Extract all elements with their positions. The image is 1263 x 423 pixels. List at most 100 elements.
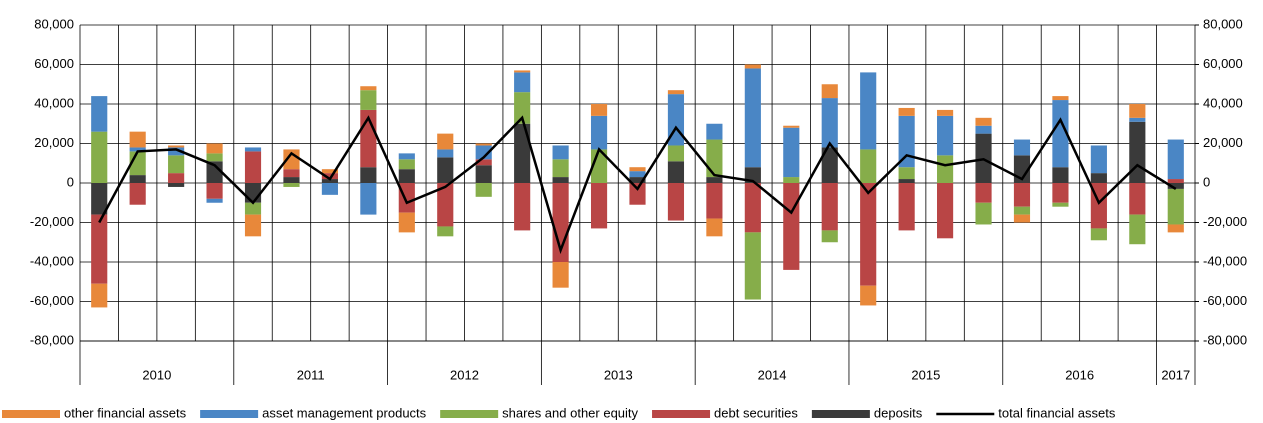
bar [590, 115, 608, 150]
legend-label: total financial assets [998, 405, 1116, 420]
bar [360, 167, 377, 183]
bar [475, 159, 492, 166]
bar [552, 159, 569, 178]
bar [975, 183, 992, 203]
bar [744, 167, 761, 183]
bar [783, 177, 800, 183]
bar [590, 104, 608, 116]
bar [667, 145, 685, 162]
legend-label: debt securities [714, 405, 798, 420]
bar [321, 183, 338, 195]
bar [321, 179, 338, 183]
bar [821, 98, 838, 148]
bar [937, 109, 954, 116]
bar [168, 145, 185, 148]
bar [552, 177, 569, 183]
bar [475, 183, 492, 197]
bar [706, 183, 723, 219]
bar [1090, 173, 1107, 183]
y2-tick-label: 40,000 [1203, 95, 1243, 110]
bar [821, 183, 838, 231]
bar [1013, 183, 1031, 207]
bar [244, 183, 262, 203]
x-tick-label: 2011 [297, 367, 325, 382]
y-tick-label: 60,000 [34, 56, 74, 71]
bar [937, 115, 954, 156]
y2-tick-label: -20,000 [1203, 214, 1247, 229]
bar [898, 107, 915, 116]
x-tick-label: 2012 [450, 367, 479, 382]
bar [706, 177, 723, 183]
legend-swatch [2, 410, 60, 418]
legend-swatch [811, 410, 870, 418]
line [98, 115, 1177, 255]
bar [437, 226, 454, 237]
bar [744, 183, 761, 233]
bar [1129, 183, 1146, 215]
y-tick-label: 20,000 [34, 135, 74, 150]
bar [1052, 202, 1069, 207]
bar [398, 183, 415, 213]
bar [629, 171, 646, 178]
bar [706, 218, 723, 237]
bar [1052, 167, 1069, 183]
y-tick-label: -20,000 [30, 214, 74, 229]
bar [1167, 183, 1184, 189]
bar [744, 64, 761, 69]
bar [206, 198, 223, 203]
bar [898, 167, 915, 180]
bar [437, 149, 454, 158]
legend-swatch [200, 410, 259, 418]
bar [898, 115, 915, 168]
bar [321, 169, 338, 174]
legend-swatch [440, 410, 499, 418]
legend-label: other financial assets [64, 405, 187, 420]
bar [206, 143, 223, 154]
bar [129, 147, 146, 152]
bar [244, 202, 262, 215]
bar [168, 173, 185, 183]
bar [629, 167, 646, 172]
bar [91, 183, 108, 215]
bar [1013, 139, 1031, 156]
bar [360, 90, 377, 110]
bar [1013, 214, 1031, 223]
legend-label: deposits [874, 405, 923, 420]
bar [360, 86, 377, 91]
bar [475, 145, 492, 160]
bar [244, 151, 262, 183]
bar [706, 139, 723, 178]
bar [321, 173, 338, 180]
bar [244, 147, 262, 152]
y2-tick-label: 0 [1203, 174, 1210, 189]
bar [1052, 96, 1069, 101]
bar [514, 183, 531, 231]
bar [475, 143, 492, 146]
bar [129, 175, 146, 183]
bar [283, 169, 300, 178]
bar [206, 161, 223, 183]
x-tick-label: 2013 [604, 367, 633, 382]
y2-tick-label: -60,000 [1203, 293, 1247, 308]
bar [398, 212, 415, 233]
y-tick-label: 40,000 [34, 95, 74, 110]
bar [514, 70, 531, 73]
bar [91, 283, 108, 308]
bar [360, 183, 377, 215]
bar [283, 177, 300, 183]
legend-swatch [652, 410, 711, 418]
bar [975, 117, 992, 126]
bar [821, 230, 838, 243]
y-tick-label: 80,000 [34, 16, 74, 31]
bar [860, 183, 877, 286]
bar [1129, 121, 1146, 183]
bar [437, 133, 454, 150]
y-tick-label: 0 [67, 174, 74, 189]
bar [783, 127, 800, 178]
bar [283, 149, 300, 170]
bar [1129, 117, 1146, 122]
bar [398, 169, 415, 183]
bar [437, 183, 454, 227]
x-tick-label: 2015 [911, 367, 940, 382]
